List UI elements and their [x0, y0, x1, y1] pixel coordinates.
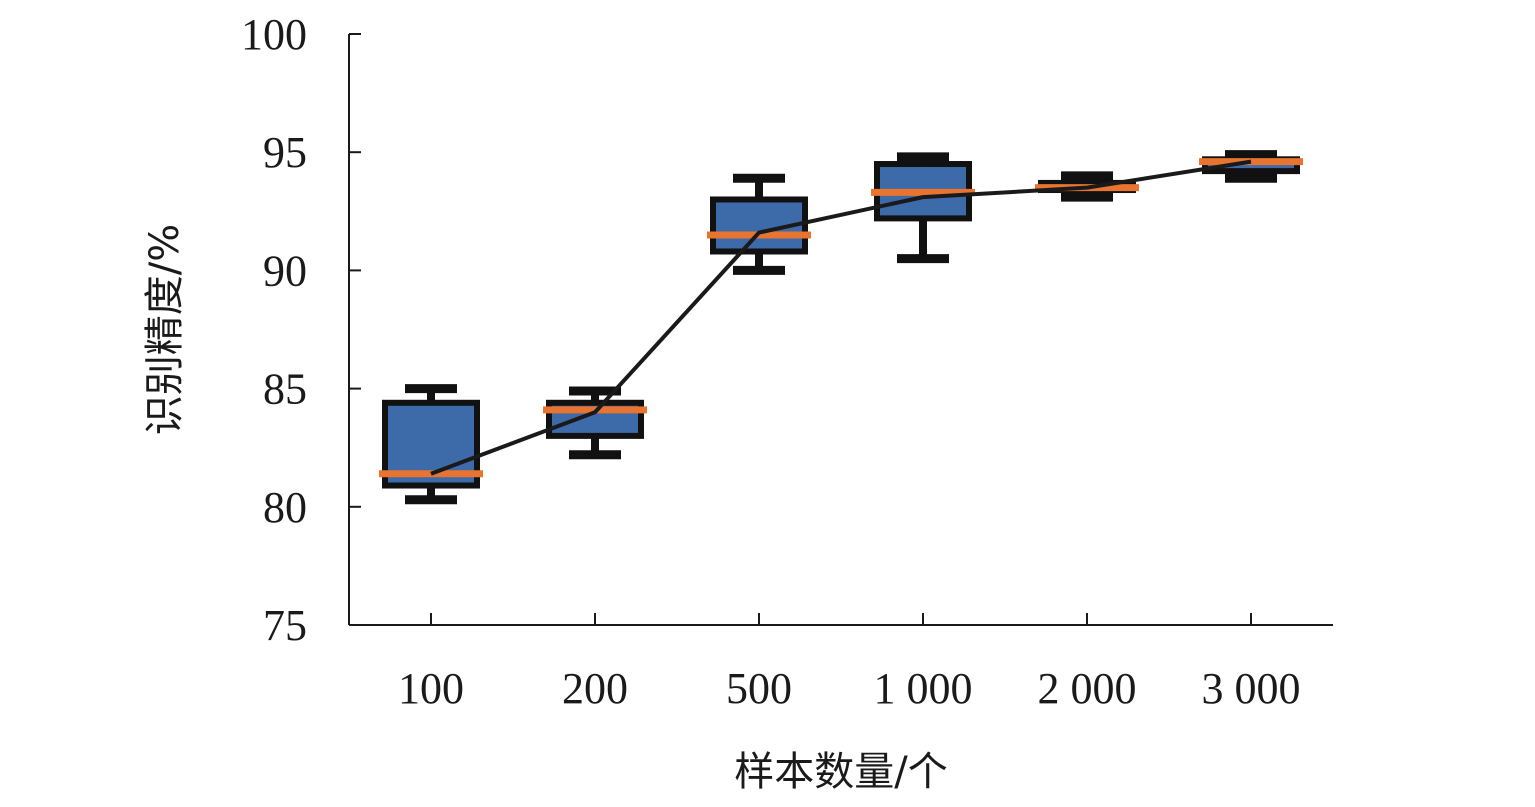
boxes: [379, 150, 1303, 505]
y-tick-label: 100: [241, 10, 307, 59]
y-tick-label: 95: [263, 128, 307, 177]
y-tick-label: 90: [263, 246, 307, 295]
x-tick-label: 500: [726, 664, 792, 713]
x-tick-label: 1 000: [874, 664, 973, 713]
x-tick-label: 100: [398, 664, 464, 713]
box-1: [379, 384, 483, 505]
x-tick-label: 3 000: [1202, 664, 1301, 713]
y-tick-label: 85: [263, 365, 307, 414]
y-tick-label: 75: [263, 601, 307, 650]
y-ticks: 75 80 85 90 95 100: [241, 10, 361, 650]
x-ticks: 100 200 500 1 000 2 000 3 000: [398, 613, 1301, 713]
mean-line-group: [430, 159, 1252, 476]
x-tick-label: 200: [562, 664, 628, 713]
x-tick-label: 2 000: [1038, 664, 1137, 713]
y-axis-title: 识别精度/%: [142, 224, 188, 435]
box-2: [543, 386, 647, 460]
axes: [348, 34, 1333, 626]
trend-line: [430, 159, 1252, 476]
x-axis-title: 样本数量/个: [734, 749, 947, 795]
y-tick-label: 80: [263, 483, 307, 532]
box-4: [871, 152, 975, 264]
